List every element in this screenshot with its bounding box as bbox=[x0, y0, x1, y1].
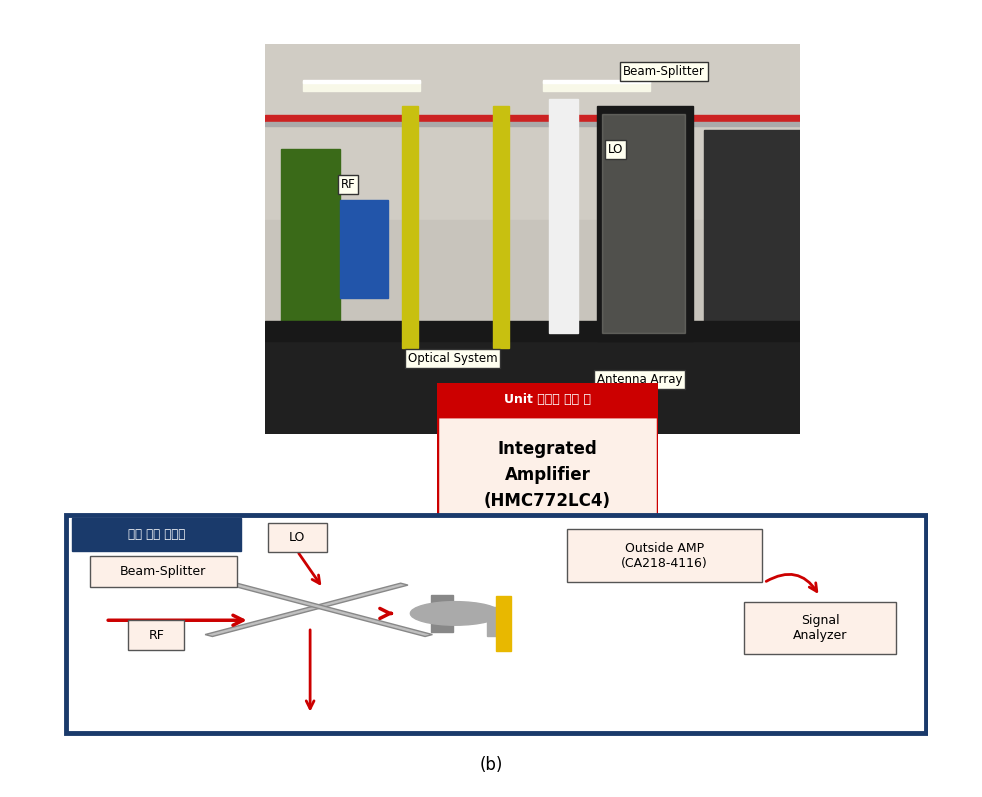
Bar bbox=[265, 44, 800, 219]
Text: RF: RF bbox=[341, 178, 355, 191]
Bar bbox=[302, 81, 420, 91]
Bar bbox=[73, 518, 241, 551]
Bar bbox=[129, 620, 185, 650]
Bar bbox=[487, 607, 496, 636]
Bar bbox=[268, 523, 327, 552]
Text: Unit 안테나 측정 시: Unit 안테나 측정 시 bbox=[504, 393, 591, 406]
Text: Outside AMP
(CA218-4116): Outside AMP (CA218-4116) bbox=[621, 541, 708, 570]
Text: Signal
Analyzer: Signal Analyzer bbox=[792, 614, 847, 642]
Bar bbox=[704, 130, 800, 325]
Bar bbox=[493, 106, 509, 348]
Text: Integrated
Amplifier
(HMC772LC4): Integrated Amplifier (HMC772LC4) bbox=[484, 439, 611, 510]
Text: Optical System: Optical System bbox=[408, 351, 497, 365]
Text: LO: LO bbox=[289, 531, 305, 544]
Bar bbox=[402, 106, 417, 348]
Bar bbox=[543, 81, 650, 91]
Bar bbox=[496, 596, 512, 651]
Bar bbox=[89, 556, 237, 587]
Bar bbox=[568, 529, 762, 582]
Bar bbox=[281, 149, 340, 325]
Text: Antenna Array: Antenna Array bbox=[597, 373, 682, 387]
Bar bbox=[437, 383, 658, 416]
Text: (b): (b) bbox=[479, 756, 503, 774]
Bar bbox=[602, 114, 685, 333]
Text: Beam-Splitter: Beam-Splitter bbox=[120, 565, 206, 578]
Bar bbox=[597, 106, 693, 340]
Bar bbox=[265, 325, 800, 434]
Bar bbox=[265, 321, 800, 340]
Bar bbox=[230, 583, 432, 637]
Bar bbox=[549, 99, 578, 333]
Circle shape bbox=[410, 602, 500, 625]
Bar bbox=[543, 80, 650, 83]
Text: 측정 환경 개낙도: 측정 환경 개낙도 bbox=[128, 528, 186, 541]
Text: RF: RF bbox=[148, 629, 164, 642]
Bar bbox=[431, 595, 453, 631]
Text: LO: LO bbox=[608, 143, 624, 155]
Bar bbox=[265, 115, 800, 122]
Text: Beam-Splitter: Beam-Splitter bbox=[623, 65, 705, 77]
Bar bbox=[744, 602, 896, 654]
Bar bbox=[302, 80, 420, 83]
Bar bbox=[265, 219, 800, 325]
Bar bbox=[437, 416, 658, 534]
Bar bbox=[205, 583, 408, 637]
Text: (a): (a) bbox=[479, 442, 503, 459]
Bar bbox=[340, 200, 388, 297]
Bar bbox=[265, 122, 800, 126]
